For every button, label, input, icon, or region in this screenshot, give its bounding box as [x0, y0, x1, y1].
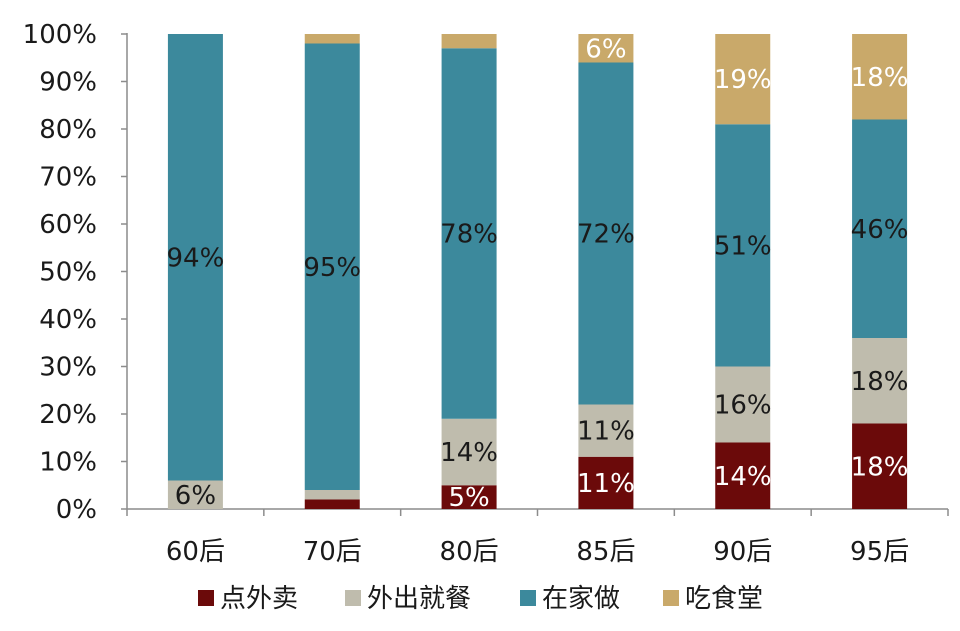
bar-segment: [578, 456, 634, 509]
y-tick-label: 50%: [39, 258, 97, 288]
legend-swatch: [520, 590, 536, 606]
bar-segment: [715, 124, 771, 367]
y-tick-label: 40%: [39, 305, 97, 335]
data-label: 18%: [851, 63, 909, 93]
bar-segment: [441, 48, 497, 419]
x-category-label: 85后: [576, 537, 635, 567]
legend-label: 外出就餐: [367, 584, 471, 614]
bar-segment: [304, 499, 360, 509]
bar-segment: [852, 34, 908, 120]
legend-swatch: [198, 590, 214, 606]
y-tick-label: 20%: [39, 400, 97, 430]
x-category-label: 70后: [303, 537, 362, 567]
bar-segment: [167, 480, 223, 509]
data-label: 18%: [851, 452, 909, 482]
legend-label: 点外卖: [220, 584, 298, 614]
y-tick-label: 10%: [39, 448, 97, 478]
data-label: 6%: [175, 481, 216, 511]
data-label: 11%: [577, 417, 635, 447]
bar-segment: [715, 442, 771, 509]
bar-segment: [578, 404, 634, 457]
data-label: 72%: [577, 220, 635, 250]
y-tick-label: 0%: [56, 495, 97, 525]
x-category-label: 90后: [713, 537, 772, 567]
bar-segment: [715, 34, 771, 125]
bar-segment: [167, 34, 223, 481]
data-label: 46%: [851, 215, 909, 245]
bar-segment: [304, 490, 360, 500]
data-label: 6%: [585, 34, 626, 64]
data-label: 5%: [448, 483, 489, 513]
bar-segment: [441, 485, 497, 509]
data-label: 14%: [714, 462, 772, 492]
bar-segment: [852, 338, 908, 424]
legend-swatch: [663, 590, 679, 606]
y-tick-label: 60%: [39, 210, 97, 240]
x-category-label: 80后: [440, 537, 499, 567]
data-label: 19%: [714, 65, 772, 95]
bar-segment: [852, 423, 908, 509]
bar-segment: [852, 119, 908, 338]
bar-segment: [715, 366, 771, 443]
y-tick-label: 80%: [39, 115, 97, 145]
y-tick-label: 90%: [39, 68, 97, 98]
data-label: 11%: [577, 469, 635, 499]
bar-segment: [441, 34, 497, 49]
x-category-label: 60后: [166, 537, 225, 567]
data-label: 16%: [714, 391, 772, 421]
y-tick-label: 70%: [39, 163, 97, 193]
legend-label: 吃食堂: [685, 584, 763, 614]
data-label: 95%: [303, 253, 361, 283]
bar-segment: [441, 418, 497, 486]
bar-segment: [578, 62, 634, 405]
y-tick-label: 30%: [39, 353, 97, 383]
bar-segment: [304, 43, 360, 490]
data-label: 51%: [714, 231, 772, 261]
y-tick-label: 100%: [23, 20, 97, 50]
data-label: 18%: [851, 367, 909, 397]
bar-segment: [578, 34, 634, 63]
data-label: 78%: [440, 220, 498, 250]
legend-swatch: [345, 590, 361, 606]
data-label: 94%: [167, 243, 225, 273]
data-label: 14%: [440, 438, 498, 468]
bar-segment: [304, 34, 360, 44]
x-category-label: 95后: [850, 537, 909, 567]
legend-label: 在家做: [542, 584, 620, 614]
